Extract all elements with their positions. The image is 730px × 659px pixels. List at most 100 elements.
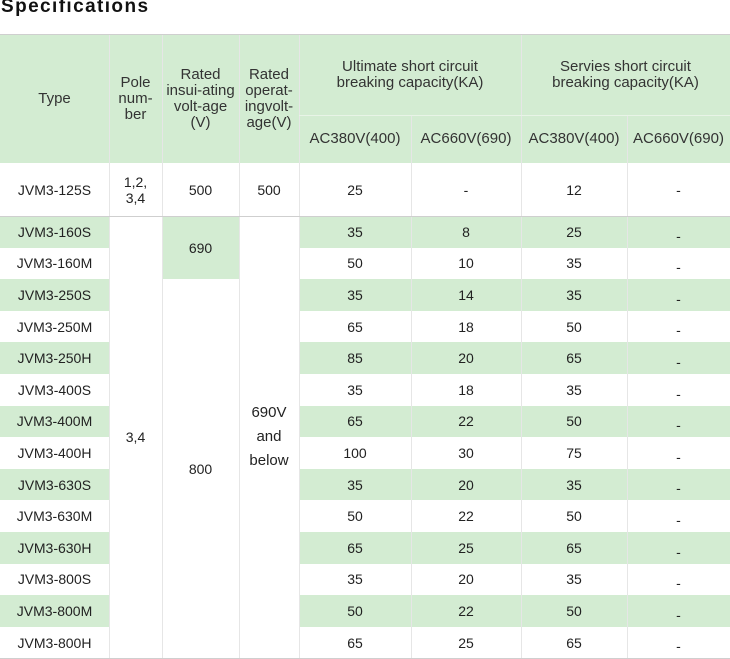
- table-row-ult-ac660: 22: [411, 500, 521, 532]
- table-row-srv-ac660-text: -: [676, 543, 681, 560]
- table-row-ult-ac380: 35: [299, 279, 411, 311]
- header-rated-operating-text: Rated operat- ingvolt- age(V): [244, 66, 294, 131]
- table-row-type-text: JVM3-400S: [17, 381, 92, 398]
- table-row-ult-ac380-text: 50: [347, 508, 363, 525]
- table-row-type-text: JVM3-250M: [16, 318, 93, 335]
- table-row-ult-ac380-text: 65: [347, 634, 363, 651]
- table-row-type-text: JVM3-800M: [16, 602, 93, 619]
- table-row-srv-ac380: 35: [521, 279, 627, 311]
- table-row-srv-ac660: -: [627, 163, 730, 216]
- table-row-ult-ac660-text: 30: [458, 444, 474, 461]
- table-row-srv-ac660: -: [627, 406, 730, 438]
- header-rated-insulating-text: Rated insui-ating volt-age (V): [166, 66, 235, 131]
- table-row-ult-ac660: 18: [411, 374, 521, 406]
- table-row-ult-ac660: 22: [411, 595, 521, 627]
- table-row-type-text: JVM3-800H: [17, 634, 92, 651]
- row-stripe: [0, 532, 109, 564]
- table-row-ult-ac380-text: 35: [347, 286, 363, 303]
- table-row-srv-ac660-text: -: [676, 575, 681, 592]
- table-row-ult-ac660-text: 20: [458, 476, 474, 493]
- table-row-ult-ac380: 100: [299, 437, 411, 469]
- row-stripe: [0, 279, 109, 311]
- table-row-ult-ac660-text: 20: [458, 350, 474, 367]
- header-ultimate-group-text: Ultimate short circuit breaking capacity…: [336, 58, 484, 91]
- table-row-ult-ac660-text: 22: [458, 508, 474, 525]
- table-row-srv-ac660-text: -: [676, 322, 681, 339]
- header-ult-ac660-text: AC660V(690): [420, 130, 512, 147]
- header-poles-text: Pole num- ber: [118, 74, 153, 123]
- column-divider: [411, 115, 412, 659]
- table-row-srv-ac660: -: [627, 532, 730, 564]
- row-stripe: [299, 468, 730, 501]
- row-stripe: [0, 405, 109, 438]
- table-row-srv-ac660: -: [627, 469, 730, 501]
- table-row-srv-ac380: 50: [521, 595, 627, 627]
- table-row-srv-ac660-text: -: [676, 259, 681, 276]
- table-row-ult-ac380-text: 85: [347, 350, 363, 367]
- table-row-srv-ac380-text: 65: [566, 350, 582, 367]
- table-row-srv-ac660-text: -: [676, 511, 681, 528]
- table-row-ult-ac380: 65: [299, 627, 411, 659]
- table-row-srv-ac660: -: [627, 564, 730, 596]
- insulating-voltage-cell: 800: [162, 279, 239, 658]
- table-row-srv-ac380: 25: [521, 216, 627, 248]
- table-row-type-text: JVM3-630H: [17, 539, 92, 556]
- table-row-ult-ac380: 50: [299, 595, 411, 627]
- table-row-ult-ac380-text: 65: [347, 539, 363, 556]
- table-row-type: JVM3-630S: [0, 469, 109, 501]
- header-ult-ac380-text: AC380V(400): [309, 130, 401, 147]
- table-row-ult-ac660: 25: [411, 627, 521, 659]
- table-row-srv-ac660: -: [627, 374, 730, 406]
- table-row-ult-ac380-text: 50: [347, 602, 363, 619]
- table-row-ult-ac380: 35: [299, 216, 411, 248]
- header-rated-insulating: Rated insui-ating volt-age (V): [162, 35, 239, 163]
- page-title: Specifications: [1, 0, 150, 17]
- header-ult-ac380: AC380V(400): [299, 115, 411, 163]
- column-divider: [239, 35, 240, 659]
- row-stripe: [0, 216, 109, 248]
- table-row-srv-ac380-text: 35: [566, 381, 582, 398]
- table-row-srv-ac380-text: 65: [566, 634, 582, 651]
- poles-cell-text: 3,4: [125, 429, 146, 446]
- table-row-type-text: JVM3-160S: [17, 223, 92, 240]
- row-divider: [0, 34, 730, 35]
- table-row-srv-ac660-text: -: [676, 385, 681, 402]
- row-stripe: [162, 216, 239, 280]
- table-row-srv-ac660: -: [627, 627, 730, 659]
- table-row-ult-ac660: 10: [411, 248, 521, 280]
- table-row-ult-ac660: 30: [411, 437, 521, 469]
- table-row-ult-ac660: 14: [411, 279, 521, 311]
- header-ult-ac660: AC660V(690): [411, 115, 521, 163]
- row-stripe: [299, 342, 730, 374]
- table-row-ult-ac380: 65: [299, 406, 411, 438]
- row-divider: [0, 216, 730, 217]
- table-row-srv-ac380: 35: [521, 564, 627, 596]
- table-row-srv-ac660-text: -: [676, 353, 681, 370]
- table-row-srv-ac380-text: 35: [566, 286, 582, 303]
- table-row-type-text: JVM3-400M: [16, 413, 93, 430]
- header-service-group-text: Servies short circuit breaking capacity(…: [552, 58, 699, 91]
- operating-voltage-cell: 690V and below: [239, 216, 299, 658]
- table-row-srv-ac660: -: [627, 248, 730, 280]
- table-row-srv-ac660-text: -: [676, 448, 681, 465]
- table-row-ult-ac380: 35: [299, 469, 411, 501]
- insulating-voltage-cell: 500: [162, 163, 239, 216]
- table-row-type: JVM3-250M: [0, 311, 109, 343]
- table-row-srv-ac380: 50: [521, 500, 627, 532]
- table-row-srv-ac380: 35: [521, 374, 627, 406]
- header-type-text: Type: [38, 90, 71, 107]
- table-row-srv-ac380-text: 12: [566, 181, 582, 198]
- table-row-srv-ac380-text: 50: [566, 508, 582, 525]
- table-row-type: JVM3-800H: [0, 627, 109, 659]
- table-row-srv-ac380: 65: [521, 627, 627, 659]
- table-row-ult-ac380: 65: [299, 532, 411, 564]
- table-row-srv-ac380-text: 35: [566, 255, 582, 272]
- table-row-ult-ac380: 65: [299, 311, 411, 343]
- table-row-srv-ac380-text: 25: [566, 223, 582, 240]
- table-row-type: JVM3-400S: [0, 374, 109, 406]
- table-row-ult-ac660-text: 22: [458, 413, 474, 430]
- table-row-type: JVM3-800S: [0, 564, 109, 596]
- table-row-srv-ac660: -: [627, 595, 730, 627]
- insulating-voltage-cell-text: 500: [188, 181, 213, 198]
- table-row-ult-ac660-text: -: [463, 181, 469, 198]
